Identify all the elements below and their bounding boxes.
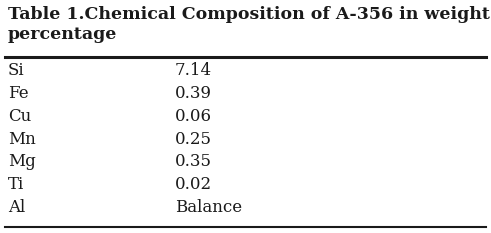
Text: Table 1.Chemical Composition of A-356 in weight: Table 1.Chemical Composition of A-356 in… [8, 6, 490, 23]
Text: Si: Si [8, 62, 25, 79]
Text: Mn: Mn [8, 130, 36, 147]
Text: Ti: Ti [8, 176, 24, 193]
Text: Cu: Cu [8, 108, 31, 125]
Text: Balance: Balance [175, 199, 242, 216]
Text: Mg: Mg [8, 153, 36, 170]
Text: Al: Al [8, 199, 25, 216]
Text: 7.14: 7.14 [175, 62, 212, 79]
Text: 0.35: 0.35 [175, 153, 212, 170]
Text: 0.02: 0.02 [175, 176, 212, 193]
Text: Fe: Fe [8, 85, 28, 102]
Text: percentage: percentage [8, 26, 117, 43]
Text: 0.39: 0.39 [175, 85, 212, 102]
Text: 0.25: 0.25 [175, 130, 212, 147]
Text: 0.06: 0.06 [175, 108, 212, 125]
